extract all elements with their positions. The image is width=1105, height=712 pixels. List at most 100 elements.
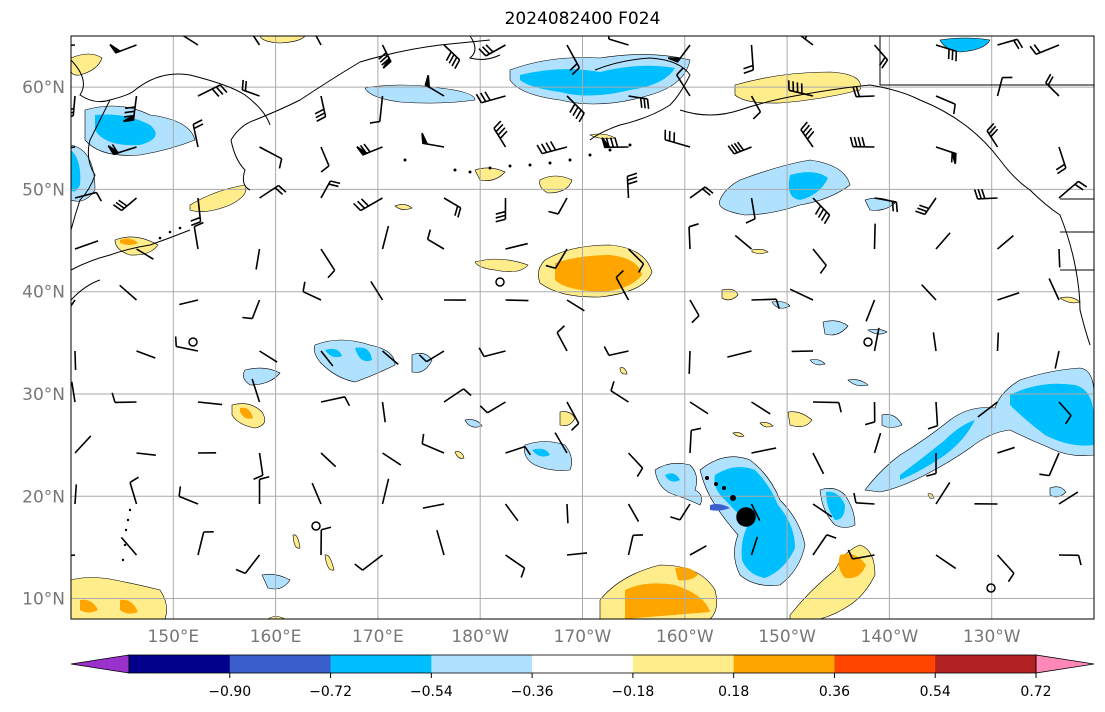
longitude-label: 140°W bbox=[861, 627, 919, 647]
wind-barb bbox=[443, 44, 461, 70]
wind-barb bbox=[320, 396, 351, 407]
wind-barb bbox=[996, 76, 1013, 97]
colorbar-segment bbox=[733, 655, 835, 673]
wind-barb bbox=[812, 197, 831, 225]
colorbar-tick-label: −0.18 bbox=[611, 684, 654, 700]
wind-barb bbox=[136, 452, 156, 457]
wind-barb bbox=[874, 197, 899, 213]
wind-barb bbox=[973, 188, 998, 200]
wind-barb bbox=[664, 129, 691, 148]
wind-barb bbox=[789, 288, 814, 301]
colorbar-tick-label: −0.72 bbox=[309, 684, 352, 700]
wind-barb bbox=[864, 401, 876, 426]
wind-barb bbox=[123, 95, 138, 123]
wind-barb bbox=[1039, 452, 1060, 477]
wind-barb bbox=[71, 95, 76, 118]
wind-barb bbox=[111, 392, 137, 404]
wind-barb bbox=[688, 350, 691, 374]
colorbar-tick-label: 0.36 bbox=[819, 684, 850, 700]
wind-barb bbox=[626, 172, 638, 199]
wind-barb bbox=[627, 534, 644, 556]
wind-barb bbox=[812, 401, 842, 413]
wind-barb bbox=[727, 141, 752, 155]
wind-barb bbox=[670, 503, 691, 521]
wind-barb bbox=[259, 184, 287, 199]
station-markers bbox=[188, 277, 996, 593]
wind-barb bbox=[179, 299, 199, 306]
wind-barb bbox=[566, 299, 585, 312]
latitude-label: 30°N bbox=[22, 385, 65, 405]
colorbar-segment bbox=[330, 655, 432, 673]
wind-barb bbox=[997, 38, 1024, 50]
wind-barb bbox=[242, 299, 261, 320]
wind-barb bbox=[505, 242, 528, 250]
wind-barb bbox=[71, 554, 76, 557]
wind-barb bbox=[421, 132, 445, 148]
latitude-label: 50°N bbox=[22, 180, 65, 200]
wind-barb bbox=[566, 503, 569, 524]
colorbar-segment bbox=[431, 655, 533, 673]
wind-barb bbox=[603, 346, 629, 357]
wind-barb bbox=[812, 452, 825, 475]
wind-barb bbox=[554, 432, 568, 454]
wind-barb bbox=[505, 445, 532, 456]
wind-barb bbox=[977, 401, 998, 418]
wind-barb bbox=[381, 350, 399, 366]
wind-barb bbox=[812, 534, 837, 556]
wind-barb bbox=[915, 197, 937, 216]
wind-barb bbox=[253, 452, 264, 480]
wind-barb bbox=[259, 146, 283, 169]
wind-barb bbox=[382, 452, 402, 466]
wind-barb bbox=[812, 503, 833, 518]
latitude-label: 60°N bbox=[22, 78, 65, 98]
wind-barb bbox=[182, 36, 199, 46]
wind-barb bbox=[935, 554, 957, 570]
wind-barb bbox=[174, 336, 199, 352]
latitude-labels: 60°N 50°N 40°N 30°N 20°N 10°N bbox=[22, 78, 65, 609]
wind-barb bbox=[320, 452, 337, 468]
wind-barb bbox=[996, 234, 1014, 250]
colorbar-tick-label: 0.54 bbox=[920, 684, 951, 700]
wind-barb bbox=[493, 120, 508, 148]
wind-barb bbox=[932, 332, 937, 352]
longitude-label: 130°W bbox=[963, 627, 1021, 647]
wind-barb bbox=[192, 119, 204, 148]
wind-barb bbox=[136, 248, 154, 260]
wind-barb bbox=[109, 43, 137, 54]
wind-barb bbox=[74, 435, 92, 454]
wind-barb bbox=[751, 401, 771, 415]
gridlines bbox=[71, 36, 1094, 619]
wind-barb bbox=[320, 146, 330, 173]
wind-barb bbox=[1055, 146, 1067, 175]
wind-barb bbox=[119, 284, 138, 301]
wind-barb bbox=[320, 526, 332, 556]
wind-barb bbox=[505, 554, 526, 578]
wind-barb bbox=[627, 248, 645, 273]
colorbar: −0.90 −0.72 −0.54 −0.36 −0.18 0.18 0.36 0.54 0.7… bbox=[70, 654, 1095, 700]
wind-barb bbox=[996, 332, 1000, 352]
wind-barb bbox=[443, 388, 472, 403]
wind-barb bbox=[381, 478, 390, 505]
wind-barb bbox=[986, 122, 999, 148]
wind-barb bbox=[478, 44, 506, 57]
wind-barb bbox=[743, 44, 755, 75]
wind-barb bbox=[935, 146, 957, 164]
wind-barb bbox=[873, 44, 889, 69]
wind-barb bbox=[259, 350, 278, 363]
wind-barb bbox=[566, 44, 581, 76]
wind-barb bbox=[628, 95, 650, 109]
wind-barb bbox=[853, 492, 875, 505]
wind-barb bbox=[251, 378, 261, 403]
wind-barb bbox=[436, 529, 445, 556]
colorbar-segment bbox=[532, 655, 634, 673]
wind-barb bbox=[996, 554, 1015, 583]
wind-barb bbox=[495, 197, 507, 223]
wind-barb bbox=[241, 79, 260, 97]
wind-barb bbox=[424, 75, 445, 97]
wind-barb bbox=[935, 232, 951, 250]
wind-barb bbox=[74, 484, 78, 505]
colorbar-segment bbox=[935, 655, 1037, 673]
wind-barb bbox=[422, 503, 445, 509]
wind-barb bbox=[475, 91, 506, 104]
wind-barb bbox=[1058, 401, 1072, 425]
